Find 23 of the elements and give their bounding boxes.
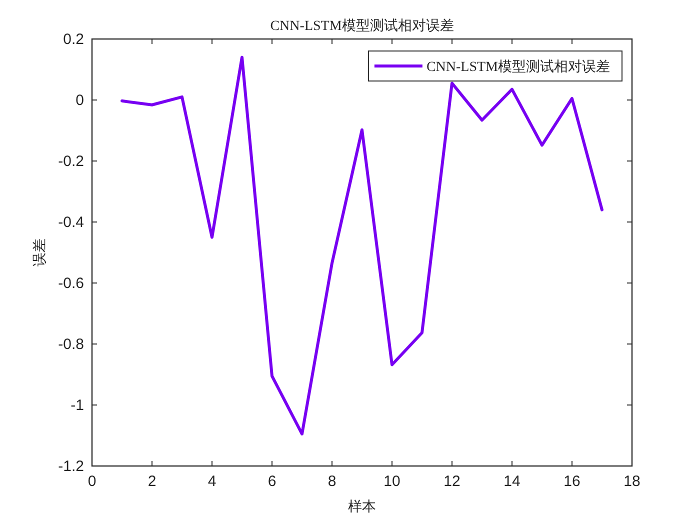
y-tick-label: -0.8 bbox=[58, 336, 84, 353]
legend-label: CNN-LSTM模型测试相对误差 bbox=[426, 59, 610, 75]
x-tick-label: 12 bbox=[444, 473, 460, 490]
y-axis-title: 误差 bbox=[32, 238, 48, 266]
x-axis-title: 样本 bbox=[348, 499, 376, 515]
y-tick-label: -0.4 bbox=[58, 214, 84, 231]
chart-title: CNN-LSTM模型测试相对误差 bbox=[270, 18, 454, 34]
x-tick-label: 4 bbox=[208, 473, 216, 490]
x-tick-label: 18 bbox=[624, 473, 640, 490]
x-tick-label: 16 bbox=[564, 473, 580, 490]
x-tick-label: 14 bbox=[504, 473, 520, 490]
x-tick-label: 6 bbox=[268, 473, 276, 490]
y-tick-label: -0.6 bbox=[58, 275, 84, 292]
x-tick-label: 2 bbox=[148, 473, 156, 490]
y-tick-label: -1 bbox=[70, 397, 84, 414]
x-tick-label: 8 bbox=[328, 473, 336, 490]
y-tick-label: 0 bbox=[76, 92, 84, 109]
y-tick-label: 0.2 bbox=[63, 31, 84, 48]
x-tick-label: 0 bbox=[88, 473, 96, 490]
x-tick-label: 10 bbox=[384, 473, 400, 490]
y-tick-label: -0.2 bbox=[58, 153, 84, 170]
y-tick-label: -1.2 bbox=[58, 458, 84, 475]
legend: CNN-LSTM模型测试相对误差 bbox=[368, 50, 622, 82]
